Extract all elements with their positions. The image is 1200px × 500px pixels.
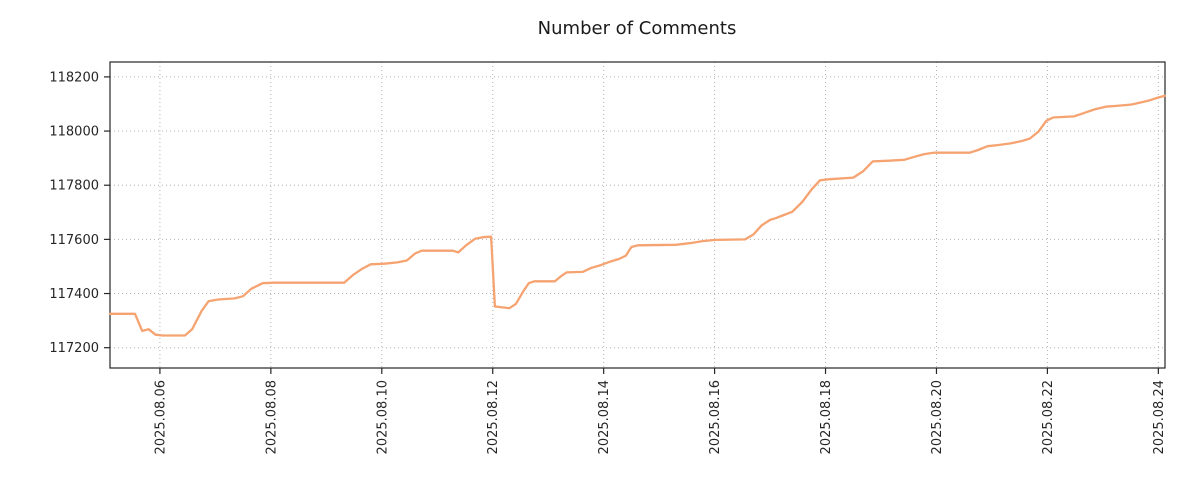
x-axis-tick-label: 2025.08.20 [930, 380, 945, 454]
x-axis-tick-label: 2025.08.06 [153, 380, 168, 454]
x-axis-tick-label: 2025.08.14 [597, 380, 612, 454]
x-axis-tick-label: 2025.08.08 [264, 380, 279, 454]
x-axis-tick-label: 2025.08.10 [375, 380, 390, 454]
x-axis-tick-label: 2025.08.16 [708, 380, 723, 454]
y-axis-tick-label: 118200 [49, 70, 99, 85]
gridlines [110, 62, 1165, 368]
series-line-number-of-comments [108, 94, 1167, 337]
y-axis-tick-label: 117600 [49, 233, 99, 248]
y-axis-tick-label: 118000 [49, 125, 99, 140]
plot-border [109, 61, 1166, 369]
y-axis-tick-label: 117400 [49, 287, 99, 302]
y-axis-tick-label: 117800 [49, 179, 99, 194]
x-axis-tick-label: 2025.08.22 [1041, 380, 1056, 454]
x-axis-tick-label: 2025.08.12 [486, 380, 501, 454]
chart-title: Number of Comments [538, 18, 737, 39]
x-axis-tick-label: 2025.08.18 [819, 380, 834, 454]
x-axis-tick-label: 2025.08.24 [1152, 380, 1167, 454]
y-axis-tick-label: 117200 [49, 341, 99, 356]
axes: 117200 117400 117600 117800 118000 118200 2025… [49, 70, 1166, 454]
